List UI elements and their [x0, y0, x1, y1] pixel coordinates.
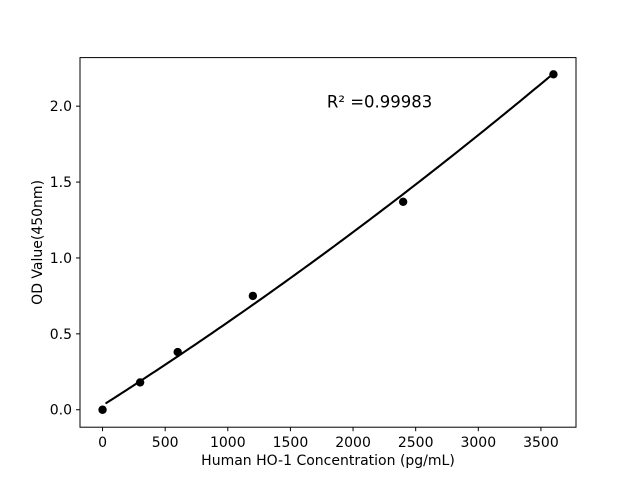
y-tick-label: 0.5 [50, 327, 72, 343]
data-point [135, 378, 145, 387]
x-tick-label: 0 [98, 435, 107, 451]
data-point [549, 70, 558, 79]
y-tick-label: 1.5 [50, 175, 72, 191]
x-axis-ticks: 0 500 1000 1500 2000 2500 3000 3500 [98, 427, 559, 451]
x-tick-label: 1000 [210, 435, 246, 451]
r-squared-annotation: R² =0.99983 [327, 93, 432, 112]
x-axis-label: Human HO-1 Concentration (pg/mL) [201, 453, 455, 469]
x-tick-label: 3500 [523, 435, 559, 451]
y-axis-label: OD Value(450nm) [30, 180, 46, 305]
data-point [248, 291, 258, 301]
y-tick-label: 2.0 [50, 99, 72, 115]
x-tick-label: 500 [152, 435, 179, 451]
x-tick-label: 3000 [460, 435, 496, 451]
y-axis-ticks: 0.0 0.5 1.0 1.5 2.0 [50, 99, 80, 419]
plot-area [79, 57, 577, 428]
data-point [98, 405, 107, 414]
x-tick-label: 1500 [273, 435, 309, 451]
x-tick-label: 2500 [398, 435, 434, 451]
x-tick-label: 2000 [335, 435, 371, 451]
y-tick-label: 1.0 [50, 251, 72, 267]
data-point [173, 347, 182, 357]
y-tick-label: 0.0 [50, 403, 72, 419]
data-point [398, 197, 408, 206]
data-points [98, 70, 558, 414]
